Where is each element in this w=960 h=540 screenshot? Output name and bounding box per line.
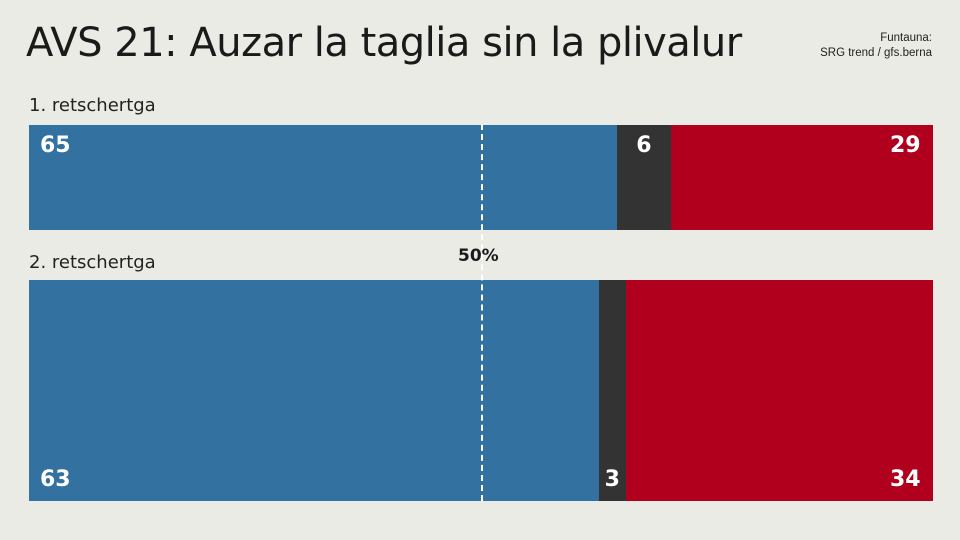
fifty-percent-line (481, 124, 483, 501)
row-label-2: 2. retschertga (29, 252, 156, 273)
bar-segment-undecided-2 (598, 280, 626, 501)
chart-title: AVS 21: Auzar la taglia sin la plivalur (26, 20, 742, 66)
bar-segment-no-2 (625, 280, 933, 501)
value-label-no-2: 34 (890, 467, 921, 492)
bar-segment-yes-1 (29, 125, 617, 230)
fifty-percent-label: 50% (458, 246, 499, 266)
value-label-undecided-1: 6 (636, 133, 652, 158)
source-label: Funtauna: (880, 32, 932, 44)
stacked-bar-1: 65 6 29 (29, 125, 933, 230)
bar-segment-yes-2 (29, 280, 599, 501)
source-text: SRG trend / gfs.berna (820, 47, 932, 59)
bar-segment-undecided-1 (616, 125, 671, 230)
row-label-1: 1. retschertga (29, 95, 156, 116)
source-note: Funtauna: SRG trend / gfs.berna (820, 31, 932, 61)
stacked-bar-2: 63 3 34 (29, 280, 933, 501)
value-label-yes-1: 65 (40, 133, 71, 158)
bar-segment-no-1 (670, 125, 933, 230)
value-label-undecided-2: 3 (604, 467, 620, 492)
value-label-yes-2: 63 (40, 467, 71, 492)
value-label-no-1: 29 (890, 133, 921, 158)
